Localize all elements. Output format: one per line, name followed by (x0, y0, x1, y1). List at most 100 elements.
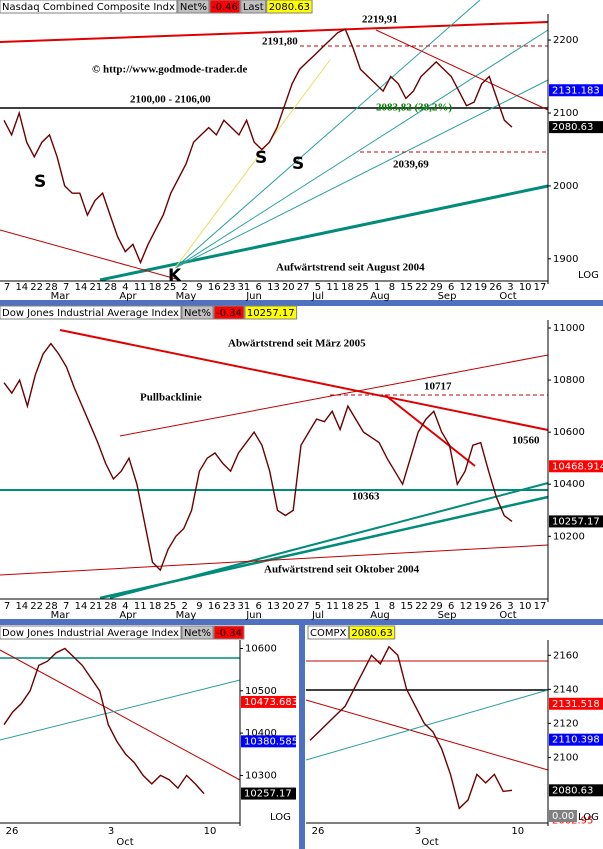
x-tick-label: 4 (122, 601, 128, 612)
x-tick-label: 2 (181, 601, 187, 612)
y-tick-label: 2100 (553, 108, 578, 119)
header-text: Net% (180, 2, 207, 13)
x-tick-label: 31 (238, 601, 251, 612)
header-box (0, 0, 178, 14)
annotation: S (292, 154, 304, 174)
x-tick-label: 4 (122, 282, 128, 293)
header-box (266, 0, 313, 14)
x-tick-label: 28 (45, 282, 58, 293)
header-box (209, 0, 241, 14)
x-tick-label: 6 (256, 282, 262, 293)
x-tick-label: 22 (30, 601, 43, 612)
header-text: COMPX (310, 628, 347, 639)
trendline (59, 329, 549, 431)
x-tick-label: 12 (460, 282, 473, 293)
x-tick-label: 5 (315, 601, 321, 612)
header-box (213, 305, 245, 320)
x-tick-label: 26 (312, 826, 325, 837)
y-tick-label: 10400 (245, 728, 277, 739)
separator (299, 619, 305, 849)
month-label: Apr (119, 610, 137, 621)
x-tick-label: 6 (256, 601, 262, 612)
header-box (244, 305, 298, 320)
y-tick-label: 1900 (553, 254, 578, 265)
x-tick-label: 17 (534, 282, 547, 293)
x-tick-label: 14 (15, 282, 28, 293)
indicator-label: 0.00 (552, 811, 574, 822)
x-tick-label: 29 (430, 282, 443, 293)
annotation: S (255, 148, 267, 168)
x-tick-label: 6 (448, 601, 454, 612)
y-tick-label: 10500 (245, 686, 277, 697)
x-tick-label: 27 (297, 601, 310, 612)
x-tick-label: 11 (326, 282, 339, 293)
month-label: Jun (245, 610, 262, 621)
x-tick-label: 3 (415, 826, 421, 837)
y-tick-label: 10800 (553, 375, 585, 386)
month-label: Oct (499, 610, 516, 621)
header-text: 2080.63 (269, 2, 310, 13)
y-tick-label: 10600 (553, 427, 585, 438)
annotation: 2083,82 (38,2%) (376, 102, 452, 114)
x-tick-label: 7 (4, 601, 10, 612)
header-box (240, 0, 267, 14)
trendline (305, 699, 549, 771)
value-label: 2080.63 (552, 122, 593, 133)
x-tick-label: 10 (511, 826, 524, 837)
value-box (549, 733, 603, 746)
header-text: Net% (184, 628, 211, 639)
log-label: LOG (270, 812, 291, 823)
value-label: 10468.914 (552, 461, 603, 472)
x-tick-label: 2 (181, 282, 187, 293)
x-tick-label: 18 (149, 282, 162, 293)
header-text: Dow Jones Industrial Average Index (2, 308, 179, 319)
x-tick-label: 14 (15, 601, 28, 612)
annotation: 2191,80 (262, 36, 298, 48)
x-tick-label: 3 (507, 601, 513, 612)
month-label: Sep (438, 291, 457, 302)
price-line (3, 647, 205, 795)
x-tick-label: 12 (460, 601, 473, 612)
x-tick-label: 21 (89, 601, 102, 612)
month-label: Oct (421, 837, 438, 848)
header-box (181, 625, 214, 640)
x-tick-label: 22 (30, 282, 43, 293)
header-text: Net% (184, 308, 211, 319)
x-tick-label: 23 (223, 601, 236, 612)
annotation: © http://www.godmode-trader.de (92, 64, 248, 76)
value-box (549, 460, 603, 473)
trendline (0, 679, 241, 741)
log-label: LOG (578, 812, 599, 823)
header-box (0, 305, 182, 320)
trendline (384, 394, 476, 467)
annotation: Abwärtstrend seit März 2005 (228, 338, 366, 350)
x-tick-label: 18 (341, 282, 354, 293)
x-tick-label: 10 (519, 601, 532, 612)
value-box (241, 787, 296, 800)
value-label: 10257.17 (244, 789, 292, 800)
month-label: Jul (311, 610, 324, 621)
y-tick-label: 10200 (553, 531, 585, 542)
header-text: -0.46 (212, 2, 238, 13)
x-tick-label: 20 (282, 601, 295, 612)
y-tick-label: 10400 (553, 479, 585, 490)
value-label: 10257.17 (552, 516, 600, 527)
value-box (549, 121, 603, 134)
month-label: Jun (245, 291, 262, 302)
month-label: Mar (51, 291, 71, 302)
trendline (0, 21, 549, 43)
y-tick-label: 10300 (245, 770, 277, 781)
x-tick-label: 15 (400, 601, 413, 612)
x-tick-label: 1 (374, 282, 380, 293)
x-tick-label: 8 (389, 282, 395, 293)
x-tick-label: 25 (356, 601, 369, 612)
y-tick-label: 11000 (553, 323, 585, 334)
value-box (549, 84, 603, 97)
x-tick-label: 27 (297, 282, 310, 293)
x-tick-label: 28 (45, 601, 58, 612)
header-text: Last (243, 2, 264, 13)
x-tick-label: 20 (282, 282, 295, 293)
value-label: 2131.183 (552, 85, 600, 96)
x-tick-label: 15 (400, 282, 413, 293)
